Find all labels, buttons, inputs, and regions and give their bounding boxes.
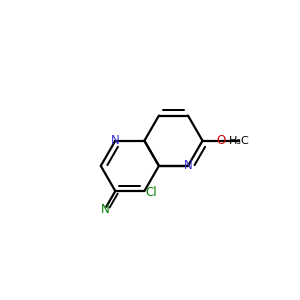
Text: N: N: [184, 159, 192, 172]
Text: N: N: [111, 134, 120, 147]
Text: H₃C: H₃C: [229, 136, 249, 146]
Text: O: O: [216, 134, 225, 147]
Text: N: N: [100, 202, 109, 216]
Text: Cl: Cl: [145, 186, 157, 199]
